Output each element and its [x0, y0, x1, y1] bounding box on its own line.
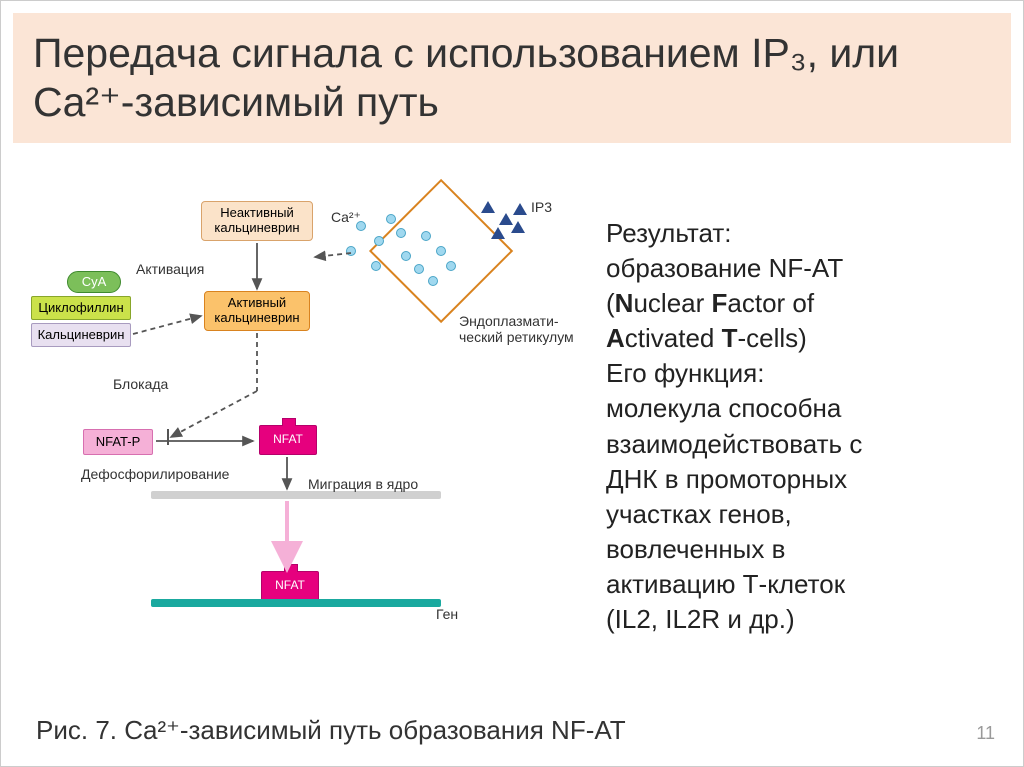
ip3-icon — [513, 203, 527, 215]
membrane-nucleus — [151, 491, 441, 499]
ca-ion — [401, 251, 411, 261]
box-nfat-p: NFAT-P — [83, 429, 153, 455]
label-dephosphorylation: Дефосфорилирование — [81, 466, 229, 482]
box-nfat-nucleus: NFAT — [261, 571, 319, 601]
ca-ion — [428, 276, 438, 286]
ca-ion — [436, 246, 446, 256]
diagram: Неактивный кальциневрин Активный кальцине… — [21, 161, 581, 691]
ip3-icon — [511, 221, 525, 233]
box-cyclophilin: Циклофиллин — [31, 296, 131, 320]
side-text: Результат:образование NF-AT(Nuclear Fact… — [606, 216, 1006, 637]
ca-ion — [371, 261, 381, 271]
ca-ion — [386, 214, 396, 224]
box-inactive-calcineurin: Неактивный кальциневрин — [201, 201, 313, 241]
ca-ion — [396, 228, 406, 238]
label-gene: Ген — [436, 606, 458, 622]
slide-title-band: Передача сигнала с использованием IP₃, и… — [13, 13, 1011, 143]
ca-ion — [446, 261, 456, 271]
ca-ion — [346, 246, 356, 256]
box-cya: CyA — [67, 271, 121, 293]
box-calcineurin-block: Кальциневрин — [31, 323, 131, 347]
ca-ion — [421, 231, 431, 241]
label-ip3: IP3 — [531, 199, 552, 215]
ip3-icon — [491, 227, 505, 239]
ip3-icon — [481, 201, 495, 213]
ca-ion — [374, 236, 384, 246]
figure-caption: Рис. 7. Ca²⁺-зависимый путь образования … — [36, 715, 626, 746]
box-active-calcineurin: Активный кальциневрин — [204, 291, 310, 331]
label-ca2: Ca²⁺ — [331, 209, 361, 226]
label-blockade: Блокада — [113, 376, 168, 392]
label-er: Эндоплазмати-ческий ретикулум — [459, 313, 589, 345]
ca-ion — [414, 264, 424, 274]
box-nfat: NFAT — [259, 425, 317, 455]
page-number: 11 — [976, 723, 995, 744]
gene-bar — [151, 599, 441, 607]
label-migration: Миграция в ядро — [308, 476, 418, 492]
label-activation: Активация — [136, 261, 204, 277]
slide-title: Передача сигнала с использованием IP₃, и… — [33, 29, 991, 127]
